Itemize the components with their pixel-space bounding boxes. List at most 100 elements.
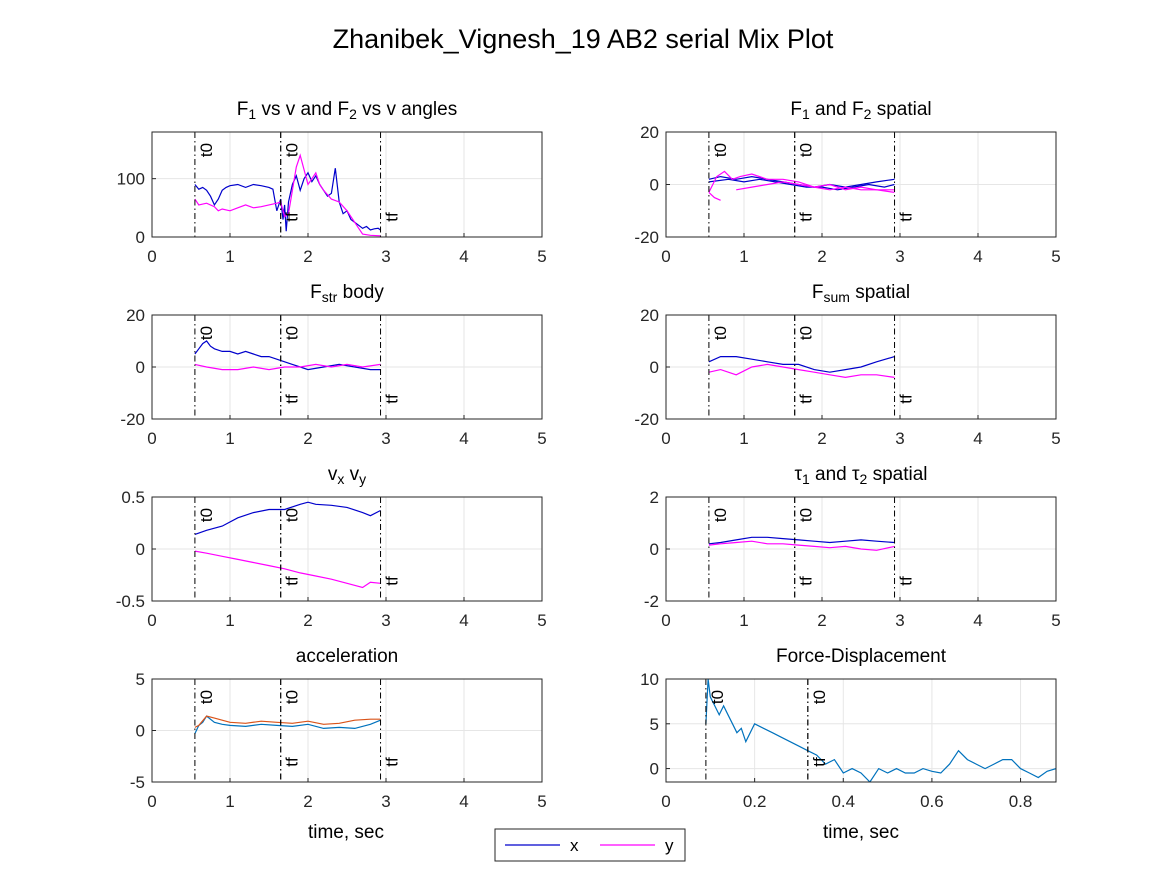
legend-label-y: y bbox=[665, 836, 674, 855]
marker-label-tf: tf bbox=[383, 757, 402, 767]
marker-label-tf: tf bbox=[283, 576, 302, 586]
y-tick-label: 100 bbox=[117, 170, 145, 189]
subplot-title: Force-Displacement bbox=[776, 646, 947, 667]
x-tick-label: 4 bbox=[459, 792, 468, 811]
y-tick-label: 0.5 bbox=[121, 488, 145, 507]
x-tick-label: 4 bbox=[459, 611, 468, 630]
y-tick-label: 20 bbox=[640, 123, 659, 142]
marker-label-tf: tf bbox=[383, 212, 402, 222]
marker-label-tf: tf bbox=[810, 757, 829, 767]
series-line-y bbox=[194, 550, 381, 589]
x-tick-label: 3 bbox=[381, 792, 390, 811]
y-tick-label: -20 bbox=[120, 410, 145, 429]
x-tick-label: 2 bbox=[303, 429, 312, 448]
marker-label-tf: tf bbox=[283, 212, 302, 222]
y-tick-label: 5 bbox=[650, 715, 659, 734]
y-tick-label: 0 bbox=[650, 760, 659, 779]
marker-label-tf: tf bbox=[897, 576, 916, 586]
series-line-y bbox=[708, 363, 895, 379]
marker-label-t0: t0 bbox=[797, 143, 816, 157]
subplot-title: Fsum spatial bbox=[812, 282, 910, 305]
series-line-y bbox=[708, 170, 895, 193]
marker-label-t0: t0 bbox=[197, 326, 216, 340]
marker-label-t0: t0 bbox=[797, 326, 816, 340]
x-tick-label: 1 bbox=[739, 247, 748, 266]
x-tick-label: 4 bbox=[973, 611, 982, 630]
x-tick-label: 1 bbox=[225, 792, 234, 811]
y-tick-label: 0 bbox=[136, 722, 145, 741]
y-tick-label: -5 bbox=[130, 773, 145, 792]
series-line-x bbox=[708, 536, 895, 545]
marker-label-t0: t0 bbox=[283, 508, 302, 522]
axes-frame bbox=[665, 678, 1057, 783]
x-tick-label: 0 bbox=[147, 792, 156, 811]
y-tick-label: -20 bbox=[634, 410, 659, 429]
marker-label-t0: t0 bbox=[197, 690, 216, 704]
series-line-y bbox=[194, 153, 381, 237]
x-tick-label: 2 bbox=[303, 247, 312, 266]
x-tick-label: 5 bbox=[537, 429, 546, 448]
series-line-x bbox=[194, 501, 381, 535]
x-tick-label: 1 bbox=[225, 247, 234, 266]
y-tick-label: 0 bbox=[650, 540, 659, 559]
x-tick-label: 0 bbox=[661, 429, 670, 448]
legend-label-x: x bbox=[570, 836, 579, 855]
marker-label-tf: tf bbox=[383, 576, 402, 586]
xlabel-right: time, sec bbox=[823, 822, 899, 843]
marker-label-t0: t0 bbox=[711, 326, 730, 340]
x-tick-label: 0 bbox=[661, 611, 670, 630]
subplot-title: acceleration bbox=[296, 646, 398, 667]
x-tick-label: 3 bbox=[381, 429, 390, 448]
x-tick-label: 5 bbox=[537, 247, 546, 266]
marker-label-t0: t0 bbox=[283, 143, 302, 157]
x-tick-label: 1 bbox=[225, 429, 234, 448]
marker-label-tf: tf bbox=[383, 394, 402, 404]
series-line-x bbox=[708, 356, 895, 373]
marker-label-t0: t0 bbox=[711, 508, 730, 522]
axes-frame bbox=[151, 131, 543, 238]
x-tick-label: 0 bbox=[661, 792, 670, 811]
x-tick-label: 5 bbox=[1051, 611, 1060, 630]
y-tick-label: -0.5 bbox=[116, 592, 145, 611]
y-tick-label: 2 bbox=[650, 488, 659, 507]
subplot-title: F1 vs v and F2 vs v angles bbox=[237, 99, 457, 122]
x-tick-label: 0 bbox=[661, 247, 670, 266]
y-tick-label: 0 bbox=[650, 176, 659, 195]
x-tick-label: 3 bbox=[381, 611, 390, 630]
x-tick-label: 0 bbox=[147, 611, 156, 630]
x-tick-label: 1 bbox=[739, 611, 748, 630]
subplot-title: vx vy bbox=[328, 464, 366, 487]
x-tick-label: 5 bbox=[537, 611, 546, 630]
marker-label-tf: tf bbox=[797, 576, 816, 586]
xlabel-left: time, sec bbox=[308, 822, 384, 843]
x-tick-label: 4 bbox=[459, 429, 468, 448]
y-tick-label: 0 bbox=[136, 540, 145, 559]
x-tick-label: 4 bbox=[459, 247, 468, 266]
marker-label-t0: t0 bbox=[797, 508, 816, 522]
y-tick-label: 20 bbox=[640, 306, 659, 325]
axes-bg bbox=[152, 132, 542, 237]
series-line-y bbox=[194, 715, 381, 728]
x-tick-label: 3 bbox=[895, 611, 904, 630]
y-tick-label: 0 bbox=[136, 228, 145, 247]
x-tick-label: 2 bbox=[817, 247, 826, 266]
x-tick-label: 2 bbox=[303, 792, 312, 811]
series-line-y bbox=[736, 181, 895, 193]
x-tick-label: 3 bbox=[895, 247, 904, 266]
y-tick-label: 10 bbox=[640, 670, 659, 689]
marker-label-tf: tf bbox=[283, 757, 302, 767]
y-tick-label: 5 bbox=[136, 670, 145, 689]
x-tick-label: 3 bbox=[381, 247, 390, 266]
marker-label-t0: t0 bbox=[283, 690, 302, 704]
x-tick-label: 0 bbox=[147, 247, 156, 266]
marker-label-t0: t0 bbox=[711, 143, 730, 157]
marker-label-t0: t0 bbox=[283, 326, 302, 340]
figure-title: Zhanibek_Vignesh_19 AB2 serial Mix Plot bbox=[333, 24, 834, 54]
